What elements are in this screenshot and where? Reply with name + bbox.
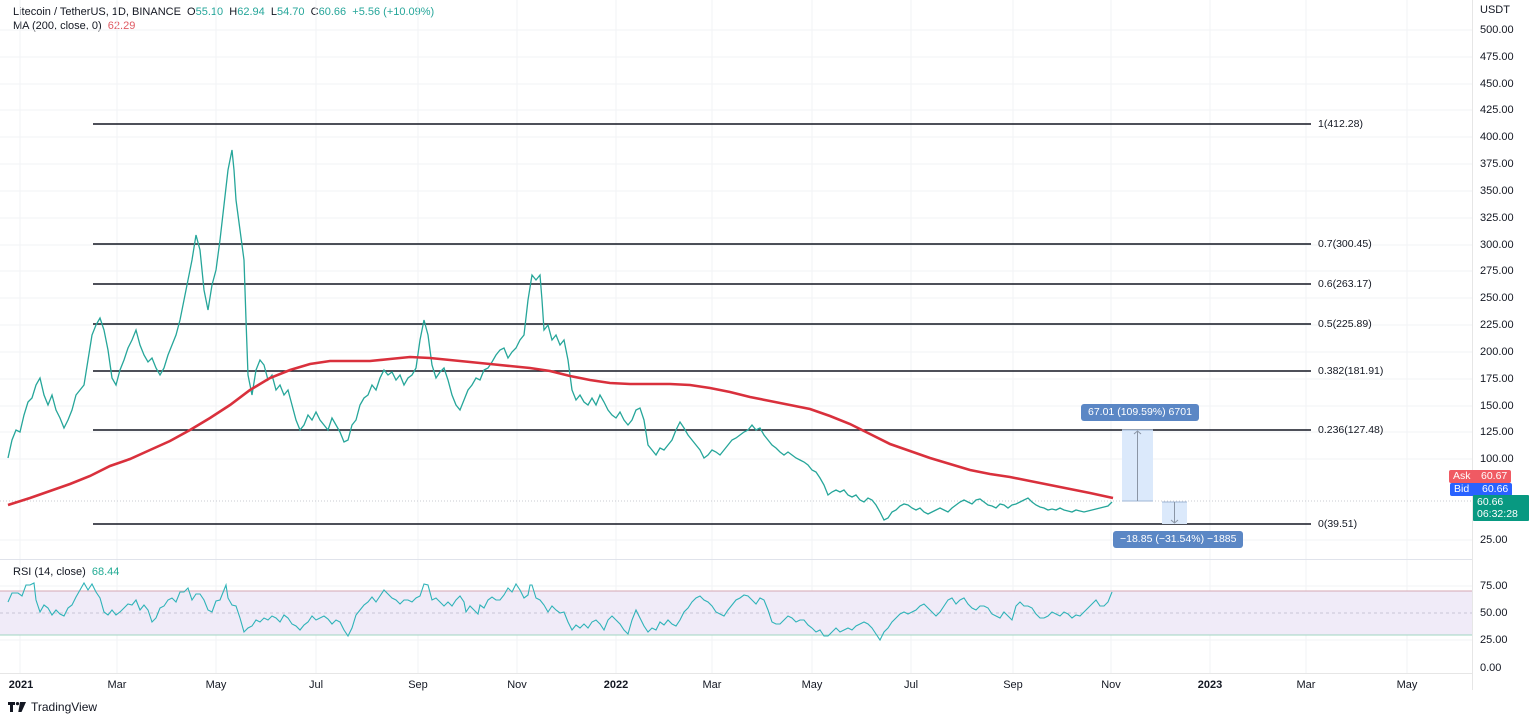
rsi-tick: 0.00	[1480, 662, 1502, 674]
price-tick: 425.00	[1480, 104, 1514, 116]
price-tick: 125.00	[1480, 426, 1514, 438]
time-label: Mar	[107, 679, 127, 691]
price-range-up-label[interactable]: 67.01 (109.59%) 6701	[1081, 404, 1199, 421]
fib-retracement[interactable]	[93, 123, 1311, 525]
brand-name: TradingView	[31, 700, 98, 714]
tradingview-logo[interactable]: TradingView	[8, 700, 97, 714]
change-value: +5.56 (+10.09%)	[352, 6, 435, 18]
time-label: Mar	[1296, 679, 1316, 691]
ma-200-line	[7, 355, 1114, 507]
high-value: 62.94	[237, 6, 265, 18]
grid-horizontal	[0, 29, 1472, 641]
price-tick: 225.00	[1480, 319, 1514, 331]
price-tick: 250.00	[1480, 292, 1514, 304]
bid-badge: Bid 60.66	[1450, 483, 1513, 496]
time-label: Nov	[507, 679, 527, 691]
time-label: Mar	[702, 679, 722, 691]
grid-vertical	[19, 0, 1408, 673]
rsi-tick: 25.00	[1480, 634, 1508, 646]
time-label: Sep	[1003, 679, 1023, 691]
low-value: 54.70	[277, 6, 305, 18]
fib-label-0.7: 0.7(300.45)	[1318, 238, 1372, 250]
price-axis-border	[1472, 0, 1473, 690]
high-label: H	[229, 6, 238, 18]
time-label: Jul	[903, 679, 919, 691]
time-label: Jul	[308, 679, 324, 691]
price-tick: 150.00	[1480, 400, 1514, 412]
price-tick: 500.00	[1480, 24, 1514, 36]
price-range-down-label[interactable]: −18.85 (−31.54%) −1885	[1113, 531, 1244, 548]
rsi-label: RSI (14, close)	[13, 566, 86, 578]
fib-label-1: 1(412.28)	[1318, 118, 1363, 130]
time-label: 2021	[8, 679, 34, 691]
time-label: Nov	[1101, 679, 1121, 691]
time-label: May	[801, 679, 823, 691]
fib-label-0.6: 0.6(263.17)	[1318, 278, 1372, 290]
pane-separator[interactable]	[0, 559, 1472, 560]
close-value: 60.66	[318, 6, 347, 18]
rsi-line	[7, 581, 1113, 642]
price-candles	[7, 149, 1113, 521]
price-tick: 25.00	[1480, 534, 1508, 546]
price-tick: 175.00	[1480, 373, 1514, 385]
symbol-legend[interactable]: Litecoin / TetherUS, 1D, BINANCE O55.10 …	[13, 6, 434, 18]
open-label: O	[187, 6, 196, 18]
time-label: 2022	[603, 679, 629, 691]
price-tick: 450.00	[1480, 78, 1514, 90]
ask-badge: Ask 60.67	[1449, 470, 1512, 483]
price-tick: 100.00	[1480, 453, 1514, 465]
price-tick: 275.00	[1480, 265, 1514, 277]
price-tick: 475.00	[1480, 51, 1514, 63]
fib-label-0.382: 0.382(181.91)	[1318, 365, 1384, 377]
fib-label-0.5: 0.5(225.89)	[1318, 318, 1372, 330]
bar-countdown: 06:32:28	[1477, 508, 1518, 520]
fib-label-0: 0(39.51)	[1318, 518, 1358, 530]
price-tick: 375.00	[1480, 158, 1514, 170]
rsi-value: 68.44	[91, 566, 120, 578]
last-price: 60.66	[1477, 496, 1504, 508]
low-label: L	[270, 6, 277, 18]
ma-value: 62.29	[107, 20, 136, 32]
price-tick: 325.00	[1480, 212, 1514, 224]
rsi-legend[interactable]: RSI (14, close) 68.44	[13, 566, 119, 578]
ma-label: MA (200, close, 0)	[13, 20, 102, 32]
fib-label-0.236: 0.236(127.48)	[1318, 424, 1384, 436]
time-axis-border	[0, 673, 1472, 674]
price-tick: 350.00	[1480, 185, 1514, 197]
symbol-title: Litecoin / TetherUS, 1D, BINANCE	[13, 6, 181, 18]
tradingview-logo-icon	[8, 702, 26, 712]
currency-label: USDT	[1480, 4, 1510, 16]
time-label: May	[205, 679, 227, 691]
ma-legend[interactable]: MA (200, close, 0) 62.29	[13, 20, 135, 32]
rsi-tick: 50.00	[1480, 607, 1508, 619]
time-label: Sep	[408, 679, 428, 691]
price-tick: 200.00	[1480, 346, 1514, 358]
price-tick: 400.00	[1480, 131, 1514, 143]
time-label: May	[1396, 679, 1418, 691]
price-tick: 300.00	[1480, 239, 1514, 251]
close-label: C	[310, 6, 319, 18]
last-price-badge: 60.66 06:32:28	[1473, 495, 1529, 521]
time-label: 2023	[1197, 679, 1223, 691]
rsi-tick: 75.00	[1480, 580, 1508, 592]
